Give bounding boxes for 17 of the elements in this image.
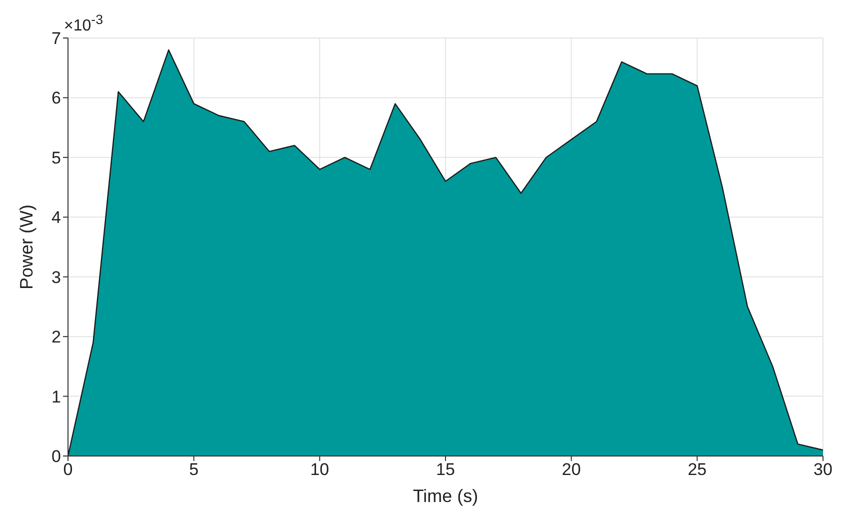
x-tick-label: 30 (814, 460, 832, 480)
x-axis-title: Time (s) (412, 486, 478, 506)
y-tick-label: 6 (52, 88, 61, 108)
y-tick-label: 4 (52, 208, 61, 228)
text: ×10$^{-3}$ (64, 12, 103, 36)
y-axis-title: Power (W) (16, 204, 36, 290)
x-tick-label: 10 (310, 460, 330, 480)
y-tick-label: 3 (52, 268, 61, 287)
x-tick-label: 20 (562, 460, 581, 480)
x-tick-label: 5 (189, 460, 199, 480)
y-tick-label: 0 (52, 447, 61, 466)
y-tick-label: 1 (52, 387, 61, 406)
x-tick-label: 15 (436, 460, 455, 480)
y-tick-label: 5 (52, 148, 61, 168)
x-tick-label: 25 (688, 460, 707, 480)
y-tick-label: 7 (52, 29, 61, 48)
y-tick-label: 2 (52, 328, 61, 347)
